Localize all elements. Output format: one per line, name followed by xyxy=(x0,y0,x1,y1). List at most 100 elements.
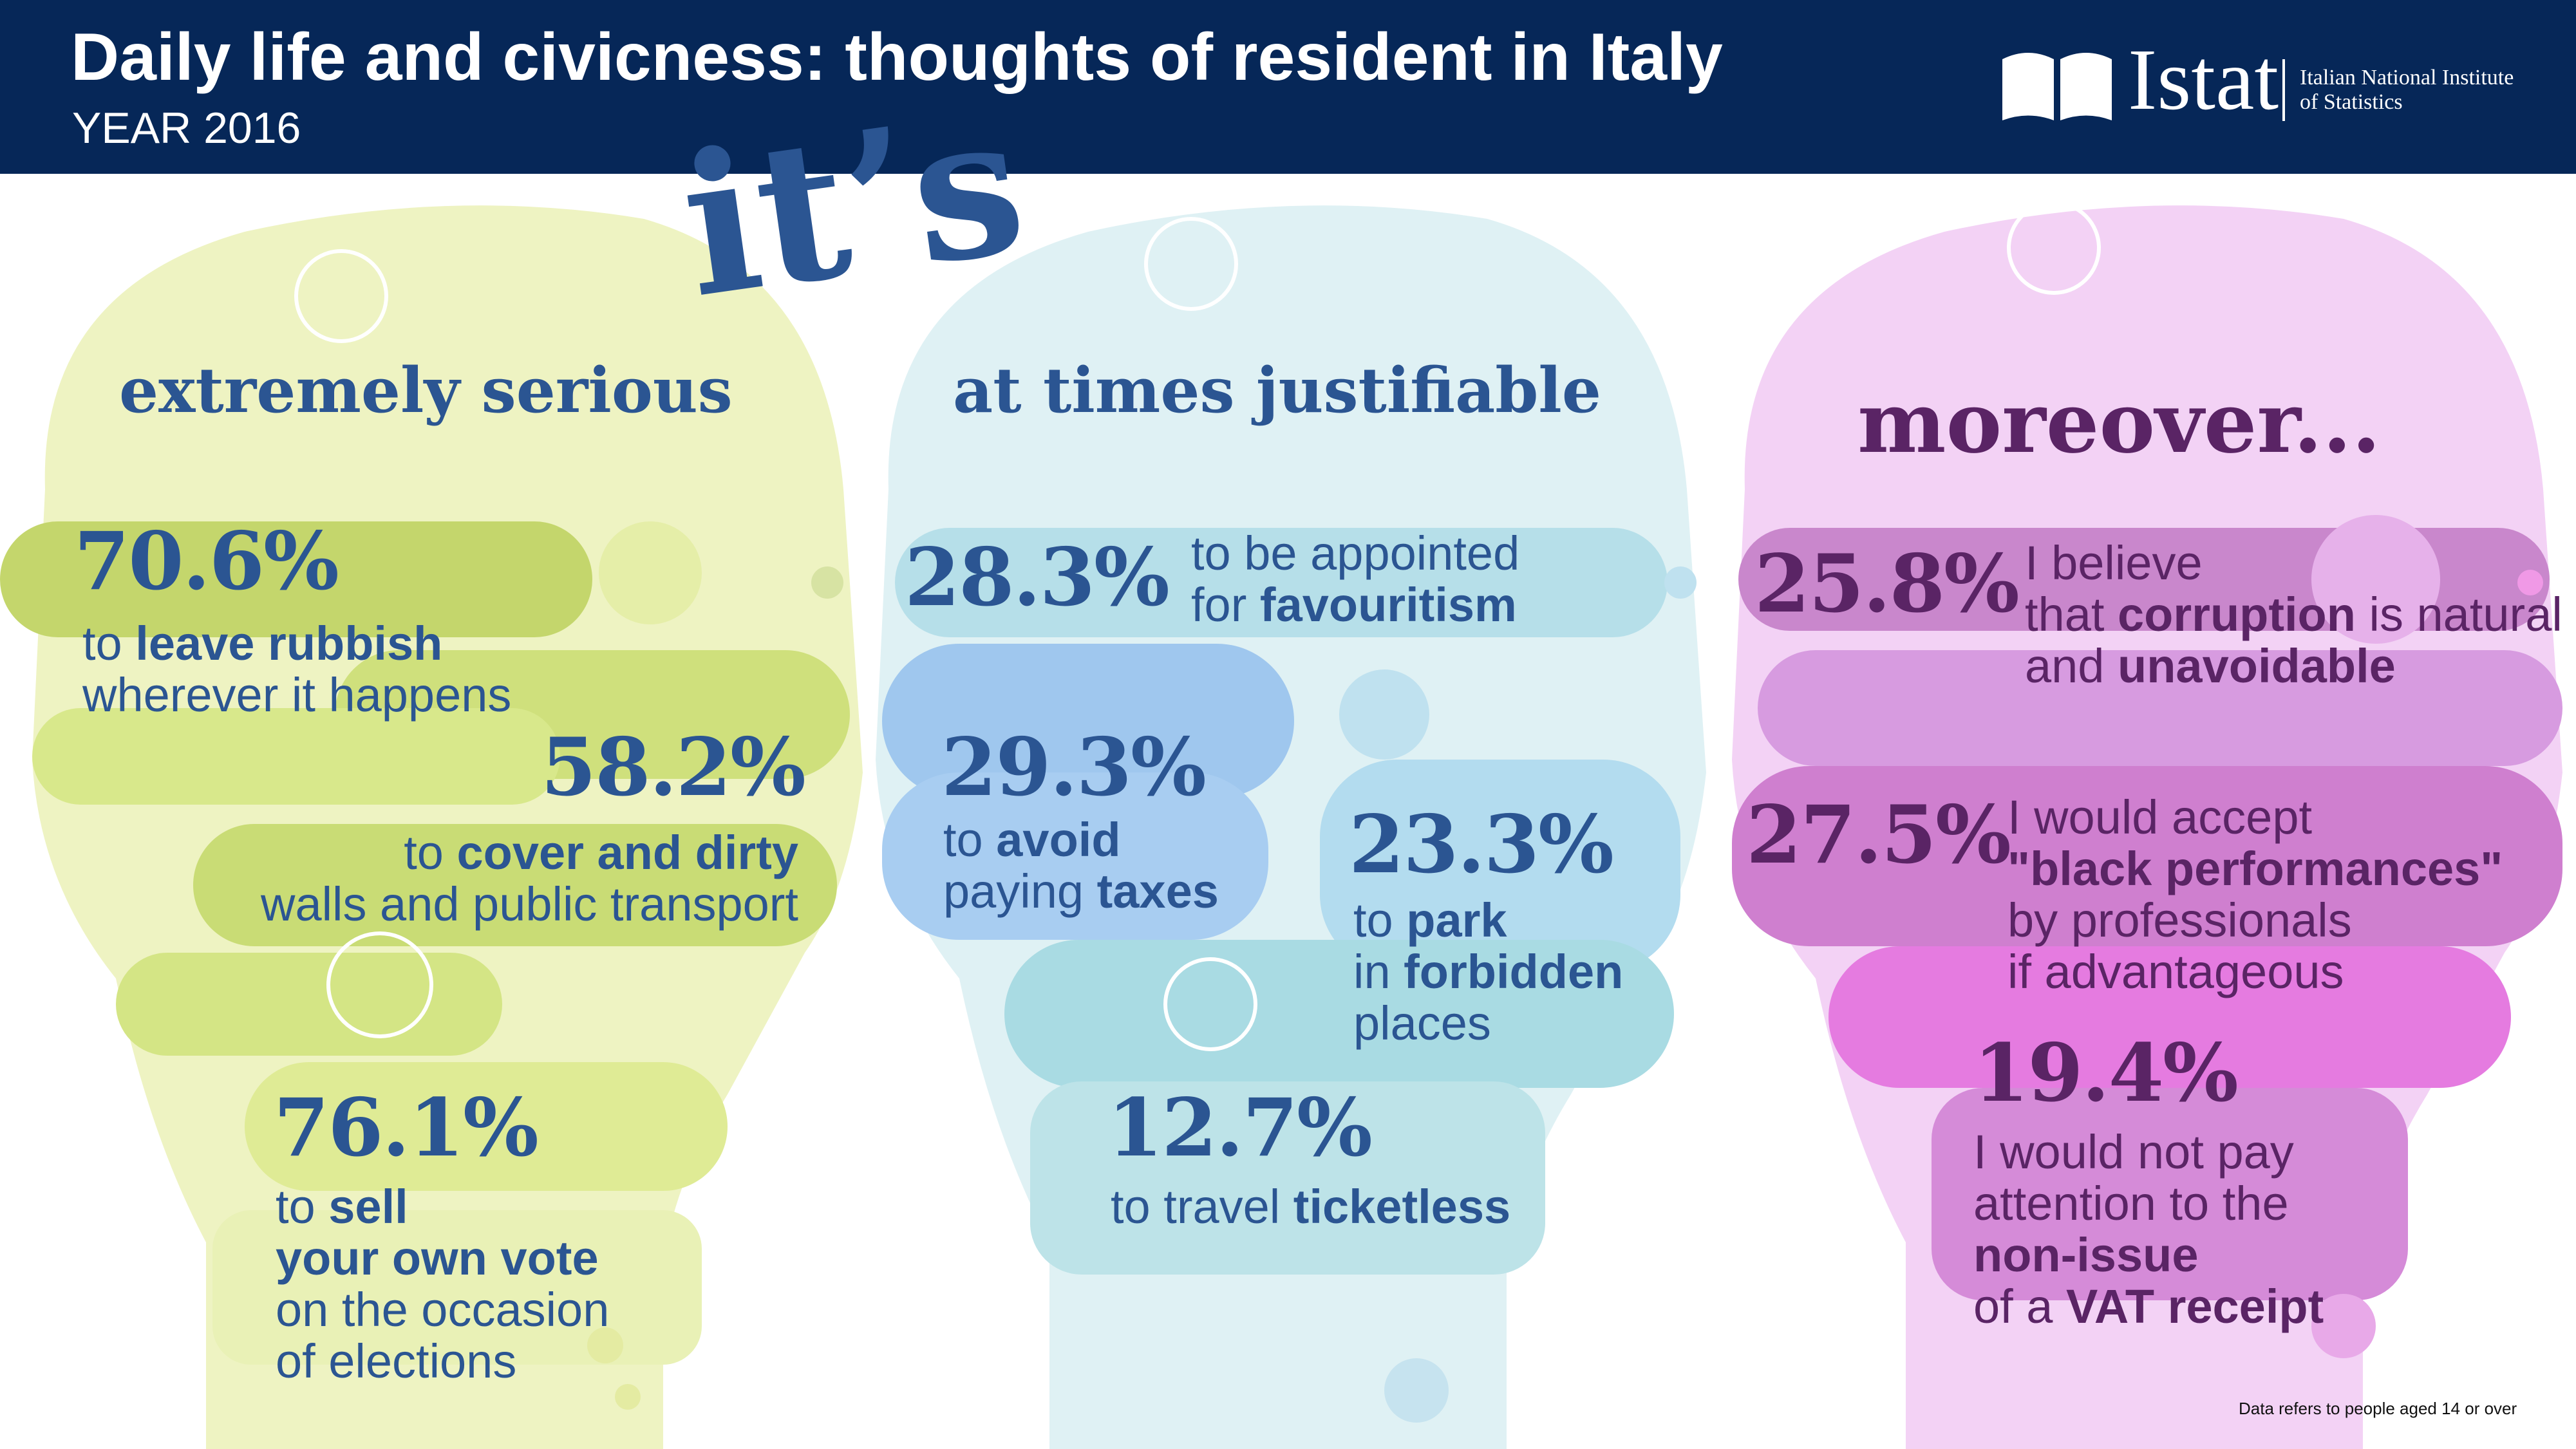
stat-line: I believe xyxy=(2025,538,2562,589)
stat-line: I would not pay xyxy=(1973,1126,2324,1178)
stat-emphasis: cover and dirty xyxy=(456,826,798,879)
stat-text: by professionals xyxy=(2007,893,2352,947)
head-silhouette-center xyxy=(876,205,1706,1449)
logo-wordmark: Istat xyxy=(2128,32,2279,128)
stat-line: your own vote xyxy=(276,1233,609,1284)
stat-line: walls and public transport xyxy=(258,879,798,930)
stat-emphasis: forbidden xyxy=(1404,945,1624,998)
stat-description: to avoid paying taxes xyxy=(943,814,1219,917)
stat-text: on the occasion xyxy=(276,1283,610,1336)
stat-emphasis: "black performances" xyxy=(2007,842,2503,895)
stat-line: for favouritism xyxy=(1191,579,1519,631)
stat-text: if advantageous xyxy=(2007,945,2344,998)
stat-line: to avoid xyxy=(943,814,1219,866)
stat-emphasis: unavoidable xyxy=(2118,639,2396,693)
stat-text: to xyxy=(82,617,136,670)
stat-line: non-issue xyxy=(1973,1229,2324,1281)
stat-line: paying taxes xyxy=(943,866,1219,917)
stat-description: to leave rubbish wherever it happens xyxy=(82,618,511,721)
stat-value: 29.3% xyxy=(941,721,1207,814)
stat-text: that xyxy=(2025,588,2118,641)
stat-description: I would not pay attention to the non-iss… xyxy=(1973,1126,2324,1332)
stat-line: to sell xyxy=(276,1181,609,1233)
stat-line: to cover and dirty xyxy=(258,827,798,879)
stat-text: to travel xyxy=(1111,1180,1293,1233)
stat-text: paying xyxy=(943,865,1097,918)
stat-text: wherever it happens xyxy=(82,668,512,722)
stat-emphasis: non-issue xyxy=(1973,1228,2199,1282)
stat-value: 27.5% xyxy=(1746,789,2011,882)
stat-text: in xyxy=(1353,945,1404,998)
stat-description: to travel ticketless xyxy=(1111,1181,1510,1233)
stat-line: to be appointed xyxy=(1191,528,1519,579)
stat-line: that corruption is natural xyxy=(2025,589,2562,640)
stat-value: 58.2% xyxy=(541,721,806,814)
stat-emphasis: corruption xyxy=(2118,588,2356,641)
stat-emphasis: your own vote xyxy=(276,1231,599,1285)
stat-value: 12.7% xyxy=(1107,1081,1373,1175)
stat-description: to cover and dirty walls and public tran… xyxy=(258,827,798,930)
panel-heading-justifiable: at times justifiable xyxy=(953,354,1601,427)
stat-line: attention to the xyxy=(1973,1178,2324,1229)
stat-emphasis: taxes xyxy=(1096,865,1219,918)
stat-line: to leave rubbish xyxy=(82,618,511,669)
stat-line: on the occasion xyxy=(276,1284,609,1336)
stat-description: to park in forbidden places xyxy=(1353,895,1623,1049)
stat-value: 23.3% xyxy=(1349,798,1614,892)
stat-text: to be appointed xyxy=(1191,527,1520,580)
stat-line: of a VAT receipt xyxy=(1973,1281,2324,1332)
panel-heading-serious: extremely serious xyxy=(119,354,733,427)
logo-caption-line: of Statistics xyxy=(2300,90,2403,114)
stat-description: I believe that corruption is natural and… xyxy=(2025,538,2562,692)
stat-text: to xyxy=(276,1180,329,1233)
stat-line: wherever it happens xyxy=(82,669,511,721)
stat-text: to xyxy=(1353,893,1407,947)
stat-text: to xyxy=(404,826,457,879)
stat-description: to be appointed for favouritism xyxy=(1191,528,1519,631)
stat-value: 76.1% xyxy=(274,1081,539,1175)
head-silhouette-right xyxy=(1732,201,2562,1449)
stat-emphasis: sell xyxy=(328,1180,408,1233)
stat-text: of elections xyxy=(276,1334,517,1388)
stat-line: by professionals xyxy=(2007,895,2503,946)
logo-caption-line: Italian National Institute xyxy=(2300,66,2514,89)
stat-text: places xyxy=(1353,996,1491,1050)
stat-value: 25.8% xyxy=(1754,538,2020,631)
stat-value: 70.6% xyxy=(74,515,339,608)
stat-emphasis: leave rubbish xyxy=(135,617,443,670)
stat-value: 28.3% xyxy=(905,531,1170,624)
istat-logo: Istat Italian National Institute of Stat… xyxy=(1999,35,2514,130)
stat-emphasis: park xyxy=(1406,893,1507,947)
stat-line: I would accept xyxy=(2007,792,2503,843)
stat-text: is natural xyxy=(2355,588,2562,641)
stat-line: to park xyxy=(1353,895,1623,946)
logo-caption: Italian National Institute of Statistics xyxy=(2300,66,2514,115)
stat-line: in forbidden xyxy=(1353,946,1623,998)
book-logo-icon xyxy=(2002,53,2112,120)
stat-line: if advantageous xyxy=(2007,946,2503,998)
stat-emphasis: avoid xyxy=(996,813,1121,866)
stat-text: attention to the xyxy=(1973,1177,2289,1230)
stat-text: I would not pay xyxy=(1973,1125,2294,1179)
stat-line: "black performances" xyxy=(2007,843,2503,895)
stat-text: to xyxy=(943,813,997,866)
stat-text: for xyxy=(1191,578,1260,631)
page-subtitle: YEAR 2016 xyxy=(72,104,301,153)
stat-line: to travel ticketless xyxy=(1111,1181,1510,1233)
stat-text: and xyxy=(2025,639,2118,693)
stat-text: walls and public transport xyxy=(261,877,798,931)
stat-emphasis: favouritism xyxy=(1259,578,1517,631)
stat-text: I believe xyxy=(2025,536,2203,590)
stat-text: of a xyxy=(1973,1280,2066,1333)
stat-description: I would accept "black performances" by p… xyxy=(2007,792,2503,998)
stat-line: places xyxy=(1353,998,1623,1049)
stat-value: 19.4% xyxy=(1973,1027,2239,1120)
panel-heading-moreover: moreover... xyxy=(1857,373,2381,472)
stat-line: of elections xyxy=(276,1336,609,1387)
intro-word: it’s xyxy=(670,68,1037,341)
page-title: Daily life and civicness: thoughts of re… xyxy=(71,20,1723,95)
footnote: Data refers to people aged 14 or over xyxy=(2239,1399,2517,1418)
stat-emphasis: ticketless xyxy=(1293,1180,1511,1233)
stat-text: I would accept xyxy=(2007,790,2313,844)
